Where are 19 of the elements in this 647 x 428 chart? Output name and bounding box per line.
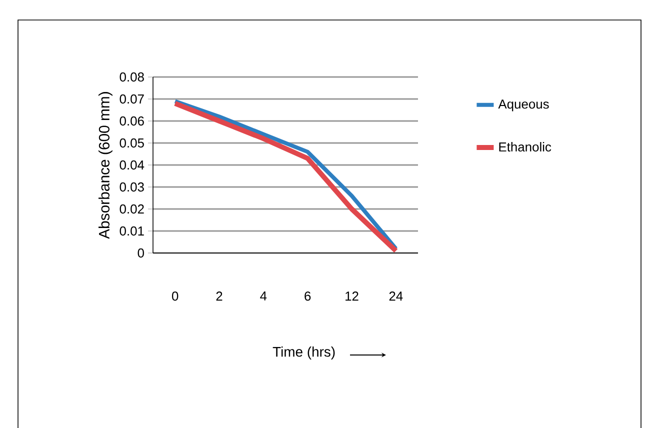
y-tick-label: 0 (138, 248, 144, 258)
x-axis-title: Time (hrs) (272, 346, 335, 360)
y-tick-label: 0.06 (120, 116, 144, 126)
y-tick-label: 0.01 (120, 226, 144, 236)
x-tick-label: 6 (304, 292, 311, 301)
x-tick-label: 2 (216, 292, 222, 301)
legend-label: Ethanolic (499, 142, 552, 152)
y-tick-label: 0.02 (120, 204, 144, 214)
y-tick-label: 0.07 (120, 94, 144, 104)
y-tick-label: 0.03 (120, 182, 144, 192)
y-tick-label: 0.04 (120, 160, 144, 170)
x-tick-label: 4 (260, 292, 267, 300)
y-axis-title: Absorbance (600 mm) (98, 92, 112, 239)
x-tick-label: 12 (346, 292, 358, 301)
y-tick-label: 0.08 (120, 72, 144, 82)
y-tick-label: 0.05 (120, 138, 144, 148)
x-tick-label: 0 (172, 292, 178, 301)
x-tick-label: 24 (389, 292, 403, 301)
legend-label: Aqueous (498, 100, 549, 112)
